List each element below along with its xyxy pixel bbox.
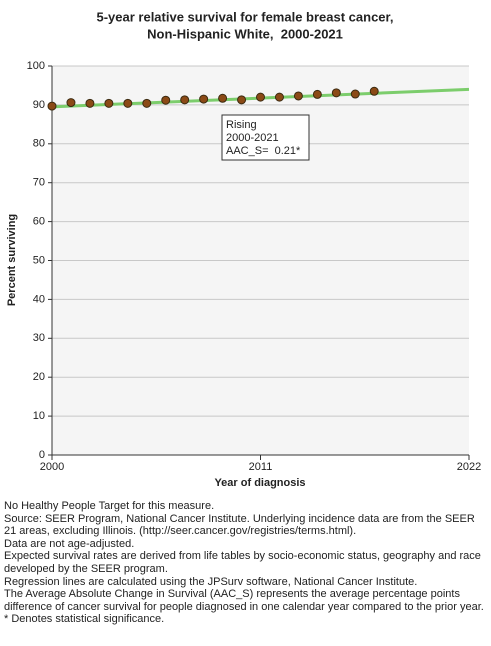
y-tick-label: 80 [33,138,45,150]
y-tick-label: 100 [27,60,45,72]
data-point [218,93,228,103]
chart: 5-year relative survival for female brea… [6,9,481,489]
data-point [256,92,265,102]
footnote: Regression lines are calculated using th… [4,575,418,588]
data-point [104,98,114,108]
data-point [161,95,171,105]
y-tick-label: 20 [33,371,45,383]
data-point [123,98,133,108]
y-tick-label: 10 [33,410,45,422]
data-point [369,86,379,96]
annotation-box [221,114,310,161]
y-tick-label: 40 [33,293,45,305]
data-point [47,101,57,111]
y-tick-label: 60 [33,216,45,228]
data-point [312,89,322,99]
data-point [180,95,190,105]
data-point [331,88,341,98]
footnote: Source: SEER Program, National Cancer In… [4,512,475,538]
footnote: Data are not age-adjusted. [4,537,135,550]
data-point [350,89,360,99]
footnote: Expected survival rates are derived from… [4,550,481,575]
data-point [66,98,76,108]
y-axis-label: Percent surviving [6,214,18,306]
annotation-text: AAC_S= 0.21* [226,145,301,157]
annotation-text: Rising [226,119,257,131]
x-tick-label: 2000 [40,461,64,473]
annotation-text: 2000-2021 [226,132,279,144]
data-point [237,95,247,105]
x-axis-label: Year of diagnosis [214,477,305,489]
data-point [85,98,95,108]
y-tick-label: 50 [33,254,45,266]
footnotes: No Healthy People Target for this measur… [4,500,488,626]
footnote: The Average Absolute Change in Survival … [4,588,484,613]
x-tick-label: 2011 [249,461,273,473]
y-tick-label: 90 [33,99,45,111]
data-point [293,91,303,101]
footnote: * Denotes statistical significance. [4,613,165,626]
y-tick-label: 70 [33,177,45,189]
data-point [274,92,284,102]
x-tick-label: 2022 [457,461,481,473]
chart-subtitle: Non-Hispanic White, 2000-2021 [147,26,343,41]
chart-title: 5-year relative survival for female brea… [96,9,393,24]
y-tick-label: 30 [33,332,45,344]
y-tick-label: 0 [39,449,45,461]
data-point [142,98,152,108]
footnote: No Healthy People Target for this measur… [4,500,215,512]
data-point [199,94,209,104]
